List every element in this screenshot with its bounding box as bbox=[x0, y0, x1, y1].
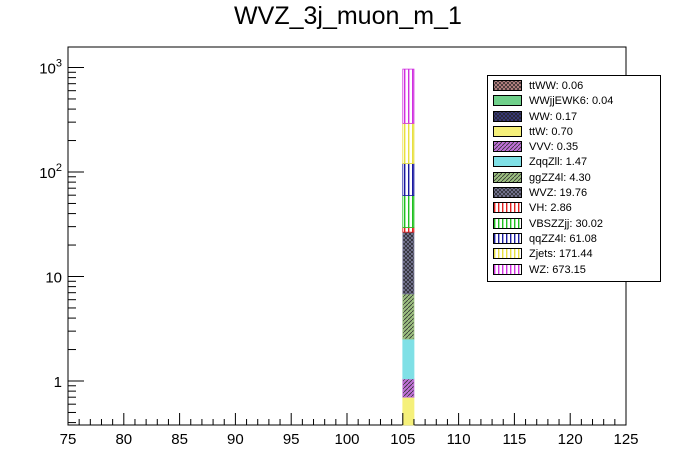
legend-entry-ttw: ttW: 0.70 bbox=[488, 125, 660, 140]
y-tick-label: 1 bbox=[54, 374, 62, 391]
legend: ttWW: 0.06 WWjjEWK6: 0.04 WW: 0.17 ttW: 0.7… bbox=[487, 75, 661, 282]
y-tick-label: 102 bbox=[39, 162, 62, 182]
x-tick-label: 100 bbox=[334, 431, 359, 448]
bar-segment-zqqzll bbox=[402, 338, 415, 380]
x-tick-label: 75 bbox=[60, 431, 77, 448]
legend-entry-zjets: Zjets: 171.44 bbox=[488, 247, 660, 262]
legend-swatch bbox=[493, 232, 522, 244]
x-tick-label: 80 bbox=[115, 431, 132, 448]
legend-label: WVZ: 19.76 bbox=[529, 187, 588, 200]
x-tick-label: 90 bbox=[227, 431, 244, 448]
y-tick-label: 103 bbox=[39, 58, 62, 78]
bar-segment-wvz bbox=[402, 231, 415, 295]
legend-entry-vbszzjj: VBSZZjj: 30.02 bbox=[488, 217, 660, 232]
legend-swatch bbox=[493, 110, 522, 122]
legend-swatch bbox=[493, 202, 522, 214]
legend-swatch bbox=[493, 125, 522, 137]
bar-segment-qqzz4l bbox=[402, 163, 415, 196]
bar-segment-vvv bbox=[402, 378, 415, 398]
legend-entry-wvz: WVZ: 19.76 bbox=[488, 186, 660, 201]
legend-label: Zjets: 171.44 bbox=[529, 248, 593, 261]
legend-entry-zqqzll: ZqqZll: 1.47 bbox=[488, 155, 660, 170]
legend-label: ttWW: 0.06 bbox=[529, 80, 584, 92]
legend-label: qqZZ4l: 61.08 bbox=[529, 232, 597, 245]
legend-entry-vvv: VVV: 0.35 bbox=[488, 140, 660, 155]
legend-swatch bbox=[493, 187, 522, 199]
x-tick-label: 115 bbox=[502, 431, 526, 448]
legend-label: ttW: 0.70 bbox=[529, 125, 573, 138]
x-tick-label: 125 bbox=[613, 431, 638, 448]
chart-title: WVZ_3j_muon_m_1 bbox=[234, 2, 462, 30]
legend-entry-wwjjewk6: WWjjEWK6: 0.04 bbox=[488, 94, 660, 109]
legend-swatch bbox=[493, 171, 522, 183]
legend-label: WW: 0.17 bbox=[529, 110, 578, 123]
bar-segment-ttw bbox=[402, 396, 415, 426]
legend-label: ggZZ4l: 4.30 bbox=[529, 171, 591, 184]
x-tick-label: 85 bbox=[171, 431, 188, 448]
y-axis: 1 10 102 103 bbox=[39, 58, 84, 424]
bar-segment-vbszzjj bbox=[402, 195, 415, 228]
legend-label: VVV: 0.35 bbox=[529, 141, 579, 154]
legend-label: VBSZZjj: 30.02 bbox=[529, 217, 603, 230]
legend-swatch bbox=[493, 156, 522, 168]
bar-segment-ggzz4l bbox=[402, 293, 415, 340]
legend-entry-wz: WZ: 673.15 bbox=[488, 263, 660, 278]
legend-entry-qqzz4l: qqZZ4l: 61.08 bbox=[488, 232, 660, 247]
legend-label: VH: 2.86 bbox=[529, 202, 572, 215]
x-tick-label: 110 bbox=[447, 431, 471, 448]
bar-segment-wz bbox=[402, 68, 415, 124]
x-axis: 75 80 85 90 95 100 105 110 115 120 125 bbox=[60, 413, 639, 448]
x-tick-label: 95 bbox=[283, 431, 300, 448]
x-tick-label: 105 bbox=[390, 431, 415, 448]
y-tick-label: 10 bbox=[45, 270, 62, 287]
legend-entry-ttww: ttWW: 0.06 bbox=[488, 79, 660, 94]
legend-label: WWjjEWK6: 0.04 bbox=[529, 95, 614, 108]
legend-swatch bbox=[493, 80, 522, 91]
legend-entry-vh: VH: 2.86 bbox=[488, 201, 660, 216]
legend-label: WZ: 673.15 bbox=[529, 263, 586, 276]
stack-layer bbox=[402, 68, 415, 426]
bar-segment-vh bbox=[402, 227, 415, 233]
legend-swatch bbox=[493, 263, 522, 275]
legend-swatch bbox=[493, 141, 522, 153]
legend-swatch bbox=[493, 248, 522, 260]
legend-entry-ggzz4l: ggZZ4l: 4.30 bbox=[488, 171, 660, 186]
legend-entry-ww: WW: 0.17 bbox=[488, 110, 660, 125]
legend-swatch bbox=[493, 217, 522, 229]
x-tick-label: 120 bbox=[558, 431, 583, 448]
legend-swatch bbox=[493, 95, 522, 107]
bar-segment-zjets bbox=[402, 122, 415, 164]
legend-label: ZqqZll: 1.47 bbox=[529, 156, 588, 169]
